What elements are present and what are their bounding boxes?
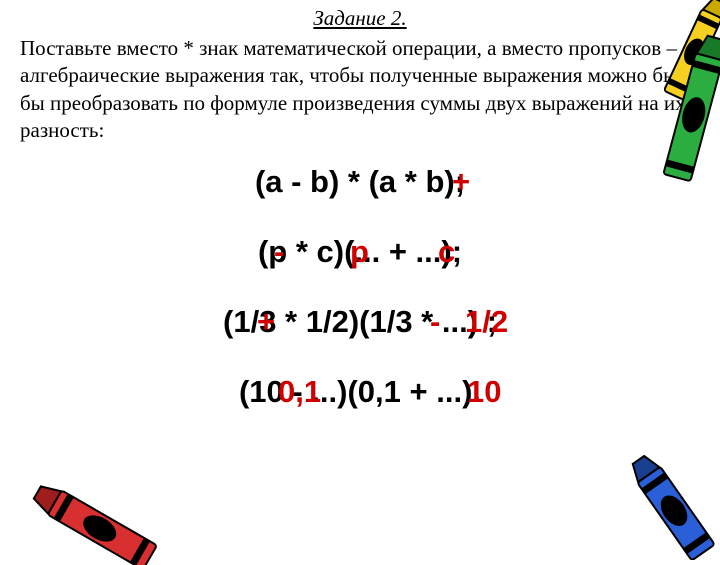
crayon-blue-icon <box>615 450 720 560</box>
crayon-green-icon <box>650 30 720 190</box>
task-title: Задание 2. <box>0 0 720 31</box>
equations-block: (a - b) * (a * b); + (p * c)(... + ...);… <box>0 144 720 412</box>
equation-3-answer-1: + <box>257 302 275 342</box>
equation-3-answer-3: 1/2 <box>465 302 508 342</box>
equation-2: (p * c)(... + ...); - p c <box>0 232 720 272</box>
equation-3: (1/3 * 1/2)(1/3 * ...) ; + - 1/2 <box>0 302 720 342</box>
equation-2-answer-3: c <box>438 232 455 272</box>
equation-4-base: (10 - ...)(0,1 + ...). <box>239 374 481 409</box>
equation-1-answer-1: + <box>452 162 470 202</box>
equation-1: (a - b) * (a * b); + <box>0 162 720 202</box>
equation-3-answer-2: - <box>430 302 440 342</box>
equation-4: (10 - ...)(0,1 + ...). 0,1 10 <box>0 372 720 412</box>
equation-4-answer-2: 10 <box>467 372 501 412</box>
equation-2-answer-2: p <box>350 232 369 272</box>
task-instructions: Поставьте вместо * знак математической о… <box>0 31 720 144</box>
equation-4-answer-1: 0,1 <box>278 372 321 412</box>
equation-1-base: (a - b) * (a * b); <box>255 164 465 199</box>
equation-2-answer-1: - <box>274 232 284 272</box>
crayon-red-icon <box>10 475 160 565</box>
